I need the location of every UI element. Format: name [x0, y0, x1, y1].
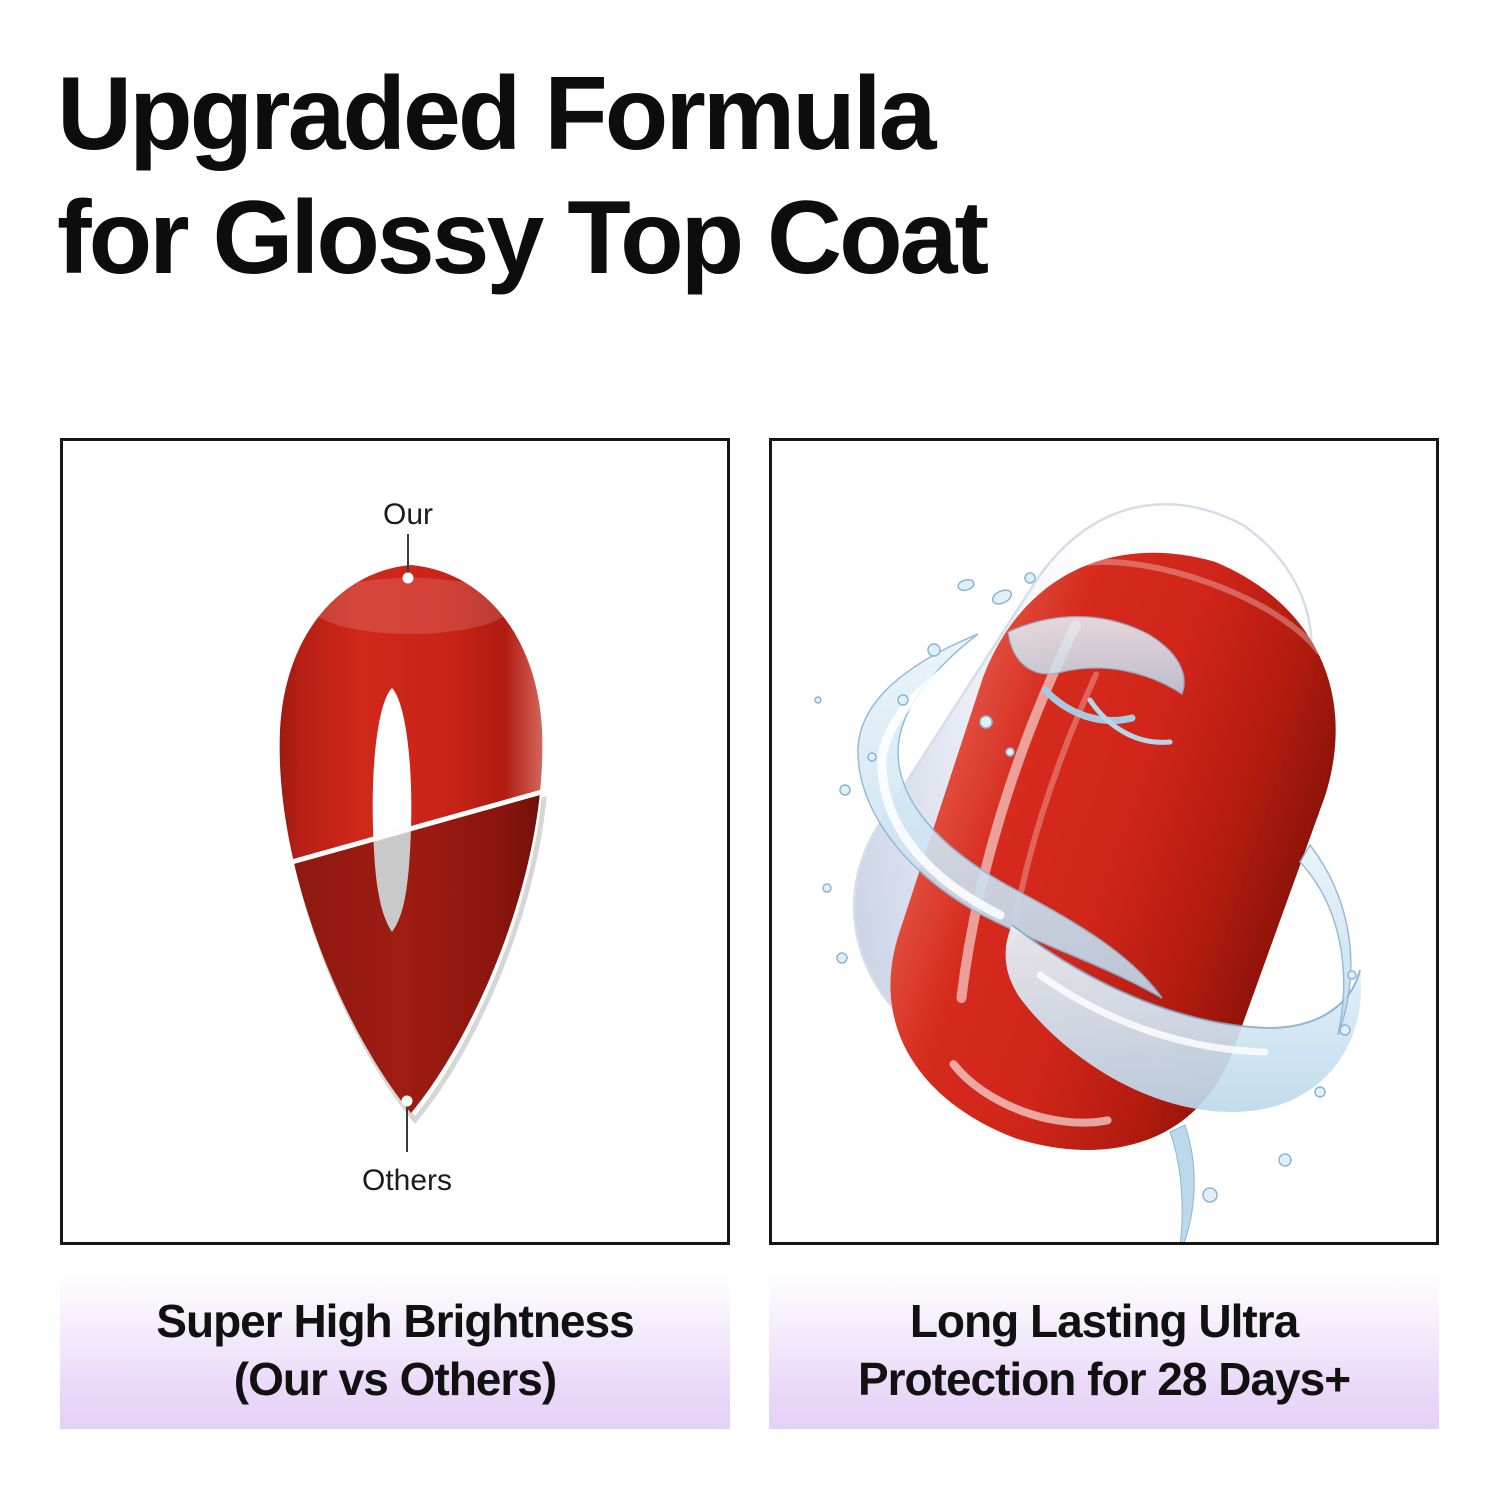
others-label: Others — [362, 1164, 452, 1197]
our-label: Our — [383, 498, 433, 531]
splash-tendril-1 — [1041, 686, 1136, 724]
swirl-right-curl — [1299, 843, 1352, 1036]
brightness-comparison-art: Our Others — [255, 498, 557, 1197]
water-swirl — [814, 572, 1362, 1242]
splash-front-edge — [1011, 924, 1361, 1030]
divider-line — [255, 785, 557, 875]
swirl-gloss — [877, 650, 1005, 920]
water-protection-art — [814, 503, 1362, 1242]
brightness-caption-line2: (Our vs Others) — [233, 1353, 557, 1405]
others-dot — [401, 1095, 413, 1107]
brightness-caption-line1: Super High Brightness — [156, 1295, 634, 1347]
splash-front-band — [1005, 925, 1362, 1112]
splash-spike — [1169, 1124, 1195, 1242]
page-title: Upgraded Formula for Glossy Top Coat — [57, 52, 989, 300]
brightness-caption: Super High Brightness (Our vs Others) — [60, 1272, 730, 1429]
red-nail-tip-gloss — [949, 1060, 1112, 1127]
water-droplets — [814, 572, 1357, 1203]
others-nail-rim — [281, 790, 549, 1124]
protection-caption: Long Lasting Ultra Protection for 28 Day… — [769, 1272, 1439, 1429]
red-nail-body — [890, 552, 1336, 1150]
splash-top-cluster — [1007, 615, 1185, 695]
protection-caption-line2: Protection for 28 Days+ — [857, 1353, 1351, 1405]
nail-top-sheen — [311, 578, 511, 634]
brightness-comparison-panel: Our Others — [60, 438, 730, 1245]
splash-front-gloss — [1036, 971, 1269, 1056]
page-title-line1: Upgraded Formula — [57, 56, 937, 172]
water-protection-panel — [769, 438, 1439, 1245]
splash-tendril-2 — [1087, 697, 1173, 745]
our-dot — [402, 572, 414, 584]
protection-caption-line1: Long Lasting Ultra — [909, 1295, 1299, 1347]
swirl-ribbon — [857, 633, 1163, 999]
page-title-line2: for Glossy Top Coat — [57, 180, 989, 296]
red-nail-top-rim — [1078, 558, 1322, 655]
